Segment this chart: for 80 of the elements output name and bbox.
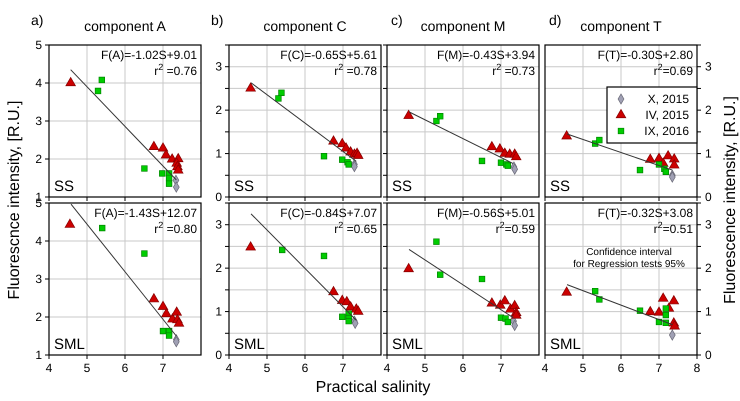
annotation: F(T)=-0.32S+3.08 (598, 206, 694, 220)
annotation: F(A)=-1.43S+12.07 (94, 206, 198, 220)
x-tick-label: 5 (84, 361, 91, 375)
annotation: r$^{2}$ =0.65 (334, 220, 378, 236)
annotation: SS (550, 178, 570, 195)
y-tick-label: 2 (215, 261, 222, 276)
x-tick-label: 5 (264, 361, 271, 375)
x-tick-label: 6 (302, 361, 309, 375)
legend-label: X, 2015 (648, 92, 690, 106)
y2-axis-title: Fluorescence intensity, [R.U.] (722, 96, 739, 304)
annotation: r$^{2}$ =0.76 (154, 62, 198, 78)
annotation: r$^{2}$ =0.78 (334, 62, 378, 78)
annotation: r$^{2}$ =0.73 (492, 62, 536, 78)
annotation: F(T)=-0.30S+2.80 (598, 48, 694, 62)
y-tick-label: 2 (705, 103, 712, 118)
y-tick-label: 4 (35, 234, 42, 248)
annotation: SML (234, 336, 265, 353)
chart-subtitle: b) (211, 12, 224, 28)
annotation: r$^{2}$=0.69 (654, 62, 694, 78)
y-tick-label: 1 (215, 146, 222, 161)
y-tick-label: 3 (35, 272, 42, 286)
annotation: Confidence interval for Regression tests 95% (573, 247, 685, 270)
x-tick-label: 7 (498, 361, 505, 375)
chart-title: component M (420, 18, 506, 34)
annotation: F(C)=-0.84S+7.07 (280, 206, 378, 220)
y-axis-title: Fluorescnce intensity, [R.U.] (6, 100, 23, 300)
x-tick-label: 7 (656, 361, 663, 375)
x-tick-label: 5 (422, 361, 429, 375)
annotation: SML (54, 336, 85, 353)
chart-title: component A (84, 18, 167, 34)
legend-label: IX, 2016 (644, 124, 690, 138)
y-tick-label: 2 (35, 152, 42, 166)
x-tick-label: 4 (384, 361, 391, 375)
annotation: SS (392, 178, 412, 195)
y-tick-label: 3 (705, 60, 712, 74)
x-axis-title: Practical salinity (316, 379, 430, 396)
y-tick-label: 5 (35, 38, 42, 52)
x-tick-label: 8 (694, 361, 701, 375)
annotation: SML (392, 336, 423, 353)
y-tick-label: 0 (215, 348, 222, 362)
y-tick-label: 1 (705, 304, 712, 319)
y-tick-label: 0 (705, 190, 712, 204)
annotation: F(C)=-0.65S+5.61 (280, 48, 378, 62)
chart-subtitle: a) (31, 12, 44, 28)
chart-title: component C (263, 18, 347, 34)
y-tick-label: 3 (35, 114, 42, 128)
annotation: SS (234, 178, 254, 195)
x-tick-label: 5 (580, 361, 587, 375)
y-tick-label: 0 (705, 348, 712, 362)
y-tick-label: 3 (215, 218, 222, 232)
annotation: r$^{2}$=0.59 (496, 220, 536, 236)
y-tick-label: 1 (705, 146, 712, 161)
x-tick-label: 4 (226, 361, 233, 375)
annotation: SS (54, 178, 74, 195)
x-tick-label: 6 (122, 361, 129, 375)
y-tick-label: 1 (35, 348, 42, 362)
chart-subtitle: d) (549, 12, 562, 28)
y-tick-label: 0 (215, 190, 222, 204)
chart-title: component T (580, 18, 662, 34)
x-tick-label: 7 (160, 361, 167, 375)
y-tick-label: 1 (215, 304, 222, 319)
x-tick-label: 4 (46, 361, 53, 375)
annotation: r$^{2}$=0.51 (654, 220, 694, 236)
x-tick-label: 6 (460, 361, 467, 375)
y-tick-label: 3 (215, 60, 222, 74)
annotation: r$^{2}$ =0.80 (154, 220, 198, 236)
x-tick-label: 7 (340, 361, 347, 375)
chart-subtitle: c) (391, 12, 403, 28)
y-tick-label: 2 (215, 103, 222, 118)
x-tick-label: 6 (618, 361, 625, 375)
y-tick-label: 2 (35, 310, 42, 324)
legend-label: IV, 2015 (645, 108, 690, 122)
y-tick-label: 3 (705, 218, 712, 232)
annotation: F(M)=-0.43S+3.94 (436, 48, 536, 62)
y-tick-label: 2 (705, 261, 712, 276)
annotation: F(M)=-0.56S+5.01 (436, 206, 536, 220)
x-tick-label: 4 (542, 361, 549, 375)
annotation: SML (550, 336, 581, 353)
y-tick-label: 4 (35, 76, 42, 90)
annotation: F(A)=-1.02S+9.01 (100, 48, 198, 62)
